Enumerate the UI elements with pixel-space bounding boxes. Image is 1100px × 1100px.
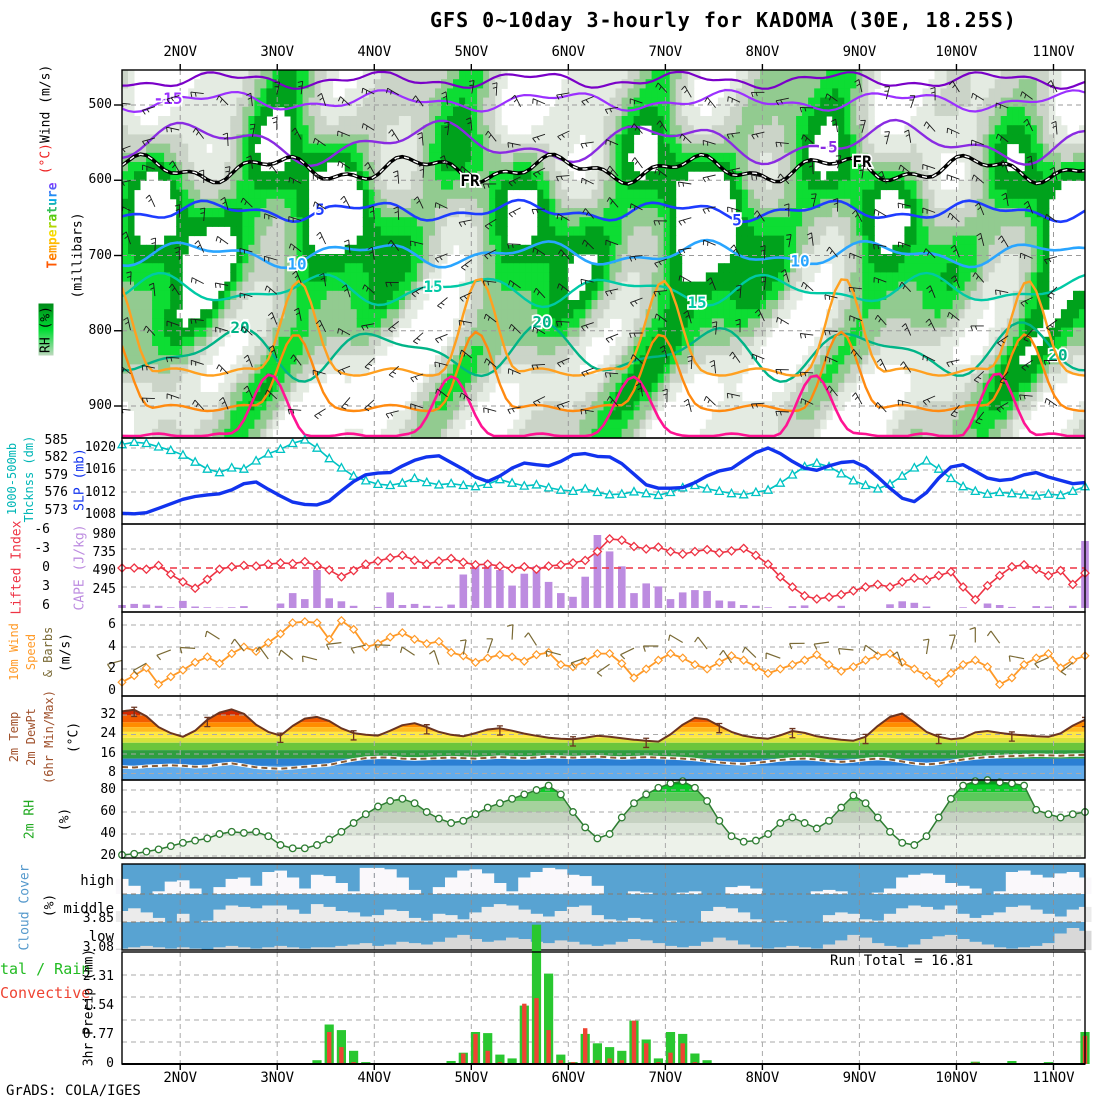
cape-li-panel (117, 524, 1090, 612)
wind10m-panel (106, 612, 1090, 696)
slp-thickness-panel (116, 434, 1091, 524)
temp2m-panel (122, 696, 1085, 780)
rh2m-panel (118, 776, 1089, 859)
cloud-cover-panel (115, 864, 1092, 951)
